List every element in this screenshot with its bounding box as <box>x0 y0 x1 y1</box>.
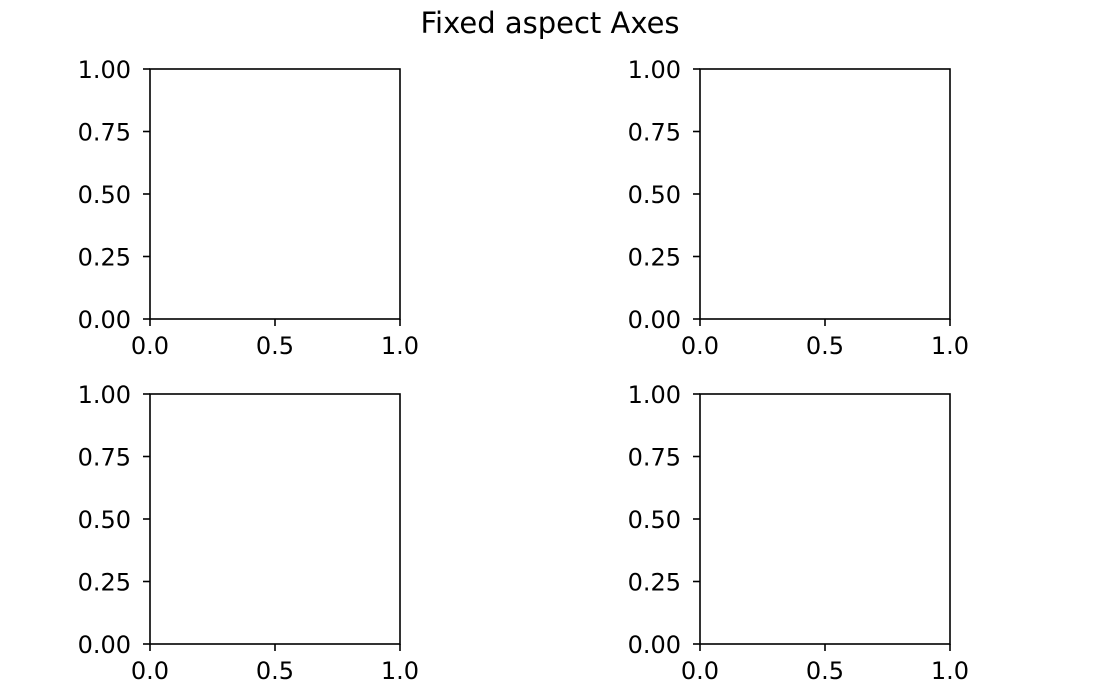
y-tick-label: 0.75 <box>628 444 681 472</box>
y-tick-label: 1.00 <box>628 56 681 84</box>
x-tick-label: 1.0 <box>931 657 969 685</box>
x-tick-label: 0.0 <box>681 332 719 360</box>
x-tick-label: 0.0 <box>681 657 719 685</box>
y-tick-label: 1.00 <box>78 381 131 409</box>
y-tick-label: 0.50 <box>628 181 681 209</box>
y-tick-label: 0.50 <box>628 506 681 534</box>
x-tick-label: 1.0 <box>931 332 969 360</box>
y-tick-label: 0.25 <box>628 569 681 597</box>
x-tick-label: 0.5 <box>806 657 844 685</box>
axes-frame <box>149 68 401 320</box>
y-tick-label: 0.25 <box>78 569 131 597</box>
x-tick-label: 1.0 <box>381 657 419 685</box>
y-tick-label: 0.75 <box>78 119 131 147</box>
y-tick-label: 0.00 <box>78 306 131 334</box>
axes-bottom-left: 0.0 0.5 1.0 0.00 0.25 0.50 0.75 1.00 <box>78 381 420 685</box>
axes-bottom-right: 0.0 0.5 1.0 0.00 0.25 0.50 0.75 1.00 <box>628 381 970 685</box>
y-tick-label: 1.00 <box>628 381 681 409</box>
x-tick-label: 1.0 <box>381 332 419 360</box>
x-tick-label: 0.0 <box>131 332 169 360</box>
y-tick-label: 0.25 <box>628 244 681 272</box>
x-tick-label: 0.5 <box>256 657 294 685</box>
axes-frame <box>149 393 401 645</box>
y-tick-label: 1.00 <box>78 56 131 84</box>
y-tick-label: 0.75 <box>628 119 681 147</box>
subplots-grid: 0.0 0.5 1.00.000.250.500.751.000.0 0.5 1.00.… <box>78 56 970 685</box>
axes-frame <box>699 68 951 320</box>
y-tick-label: 0.50 <box>78 506 131 534</box>
y-tick-label: 0.00 <box>628 631 681 659</box>
y-tick-label: 0.50 <box>78 181 131 209</box>
x-tick-label: 0.5 <box>806 332 844 360</box>
y-tick-label: 0.25 <box>78 244 131 272</box>
axes-top-left: 0.0 0.5 1.0 0.00 0.25 0.50 0.75 1.00 <box>78 56 420 360</box>
x-tick-label: 0.0 <box>131 657 169 685</box>
figure-title: Fixed aspect Axes <box>420 6 679 40</box>
x-tick-label: 0.5 <box>256 332 294 360</box>
y-tick-label: 0.00 <box>628 306 681 334</box>
y-tick-label: 0.00 <box>78 631 131 659</box>
y-tick-label: 0.75 <box>78 444 131 472</box>
axes-frame <box>699 393 951 645</box>
axes-top-right: 0.0 0.5 1.0 0.00 0.25 0.50 0.75 1.00 <box>628 56 970 360</box>
